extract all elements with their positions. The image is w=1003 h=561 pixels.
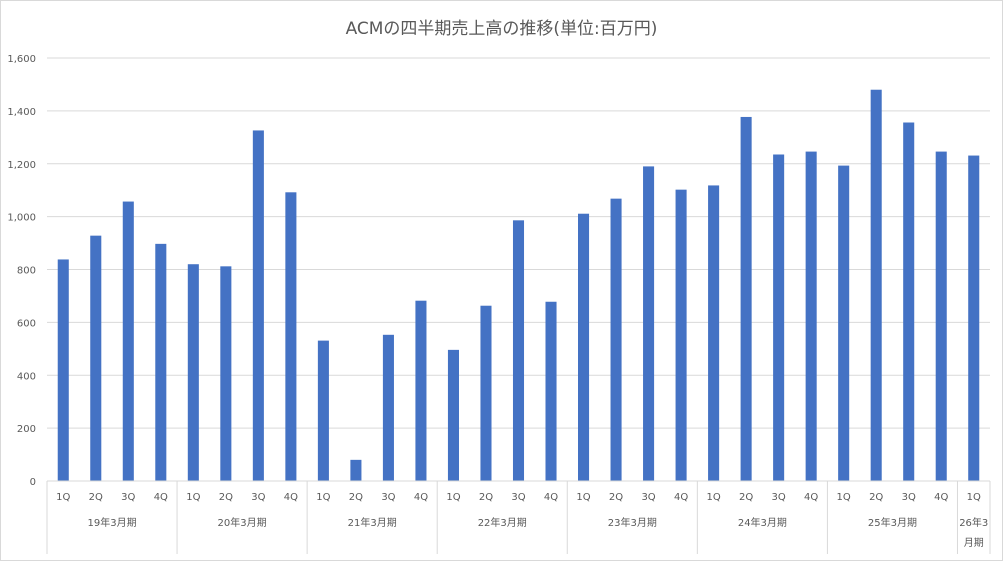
bar <box>187 264 199 481</box>
x-category-label: 2Q <box>219 492 233 503</box>
y-tick-label: 1,400 <box>7 107 36 118</box>
x-category-label: 3Q <box>641 492 655 503</box>
bar <box>57 259 69 481</box>
bar <box>610 198 622 481</box>
bar <box>317 340 329 481</box>
x-group-label: 23年3月期 <box>608 516 657 529</box>
x-group-label: 21年3月期 <box>348 516 397 529</box>
x-category-label: 4Q <box>414 492 428 503</box>
x-category-label: 4Q <box>154 492 168 503</box>
x-category-label: 3Q <box>902 492 916 503</box>
x-category-label: 4Q <box>934 492 948 503</box>
y-tick-label: 600 <box>17 318 36 329</box>
bar <box>838 165 850 481</box>
x-category-label: 1Q <box>706 492 720 503</box>
x-category-label: 2Q <box>609 492 623 503</box>
x-category-label: 4Q <box>284 492 298 503</box>
bar <box>578 213 590 482</box>
bar <box>903 122 915 481</box>
x-group-label: 22年3月期 <box>478 516 527 529</box>
x-category-label: 1Q <box>576 492 590 503</box>
x-category-label: 3Q <box>511 492 525 503</box>
bar <box>447 349 459 481</box>
bar <box>935 151 947 481</box>
bar <box>675 189 687 481</box>
x-category-label: 3Q <box>772 492 786 503</box>
x-category-label: 4Q <box>544 492 558 503</box>
bar <box>220 266 232 481</box>
x-category-label: 3Q <box>381 492 395 503</box>
bar <box>382 334 394 481</box>
bar <box>643 166 655 482</box>
x-category-label: 3Q <box>121 492 135 503</box>
bar <box>968 155 980 481</box>
x-group-label: 26年3 <box>959 516 988 529</box>
x-group-label: 19年3月期 <box>87 516 136 529</box>
x-group-label: 20年3月期 <box>218 516 267 529</box>
x-category-label: 2Q <box>479 492 493 503</box>
bar <box>740 116 752 481</box>
x-category-label: 2Q <box>869 492 883 503</box>
y-tick-label: 200 <box>17 424 36 435</box>
bar <box>773 154 785 481</box>
bar <box>90 235 102 481</box>
bar <box>480 305 492 481</box>
y-tick-label: 0 <box>30 477 36 488</box>
y-axis-ticks: 0 200 400 600 800 1,000 1,200 1,400 1,600 <box>7 54 36 488</box>
bar <box>155 243 167 481</box>
x-category-label: 2Q <box>349 492 363 503</box>
bar <box>122 201 134 482</box>
x-category-label: 1Q <box>316 492 330 503</box>
bars <box>57 89 980 482</box>
x-category-label: 1Q <box>56 492 70 503</box>
bar <box>350 459 362 481</box>
bar <box>252 130 264 481</box>
bar <box>870 89 882 481</box>
bar <box>708 185 720 481</box>
bar <box>545 301 557 481</box>
bar <box>415 300 427 481</box>
x-group-label: 月期 <box>964 537 984 549</box>
y-tick-label: 1,200 <box>7 160 36 171</box>
x-category-label: 1Q <box>837 492 851 503</box>
x-category-label: 2Q <box>89 492 103 503</box>
y-tick-label: 1,000 <box>7 213 36 224</box>
bar <box>512 220 525 482</box>
x-axis: 1Q 2Q 3Q 4Q 19年3月期 1Q 2Q 3Q 4Q 20年3月期 1Q 2Q 3Q 4Q 21年3… <box>46 480 991 554</box>
x-category-label: 1Q <box>967 492 981 503</box>
x-group-label: 24年3月期 <box>738 516 787 529</box>
y-tick-label: 800 <box>17 266 36 277</box>
x-category-label: 2Q <box>739 492 753 503</box>
x-category-label: 4Q <box>804 492 818 503</box>
x-category-label: 4Q <box>674 492 688 503</box>
y-tick-label: 400 <box>17 371 36 382</box>
x-category-label: 1Q <box>186 492 200 503</box>
chart-title: ACMの四半期売上高の推移(単位:百万円) <box>345 19 658 39</box>
y-tick-label: 1,600 <box>7 54 36 65</box>
x-category-label: 3Q <box>251 492 265 503</box>
bar <box>805 151 817 481</box>
bar <box>285 192 297 482</box>
x-category-label: 1Q <box>446 492 460 503</box>
x-group-label: 25年3月期 <box>868 516 917 529</box>
